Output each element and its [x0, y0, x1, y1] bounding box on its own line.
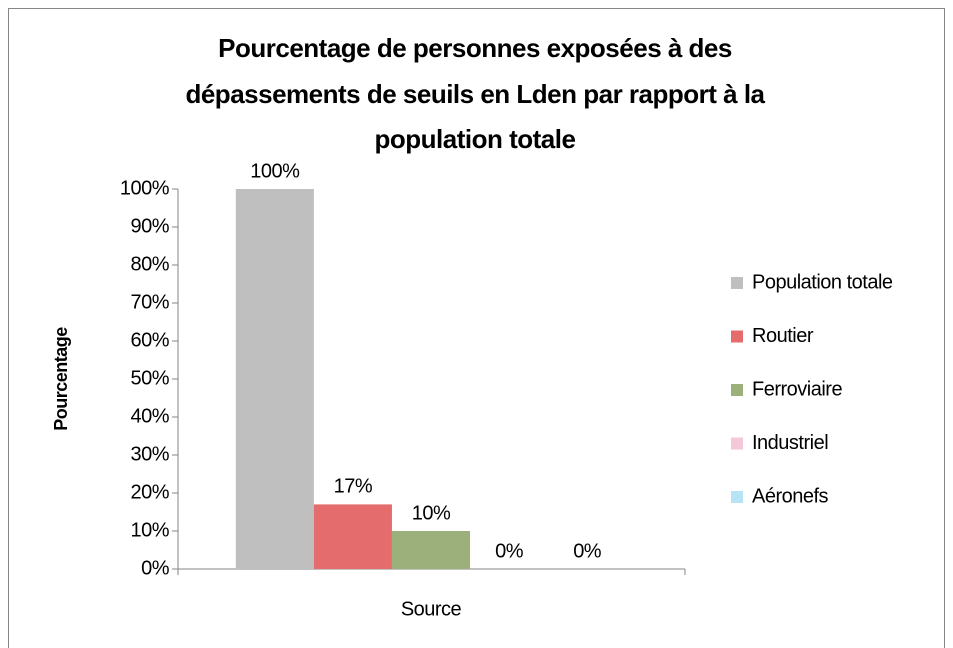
legend-label: Population totale	[752, 271, 893, 293]
y-tick-label: 60%	[130, 329, 169, 351]
y-tick-label: 70%	[130, 291, 169, 313]
data-label: 0%	[573, 540, 602, 562]
legend-swatch	[731, 384, 743, 396]
y-tick-label: 90%	[130, 215, 169, 237]
chart-title: population totale	[375, 124, 576, 154]
y-tick-label: 10%	[130, 519, 169, 541]
data-label: 10%	[412, 502, 451, 524]
chart-title: Pourcentage de personnes exposées à des	[218, 33, 732, 63]
bar	[235, 189, 314, 569]
y-tick-label: 50%	[130, 367, 169, 389]
data-label: 0%	[495, 540, 524, 562]
y-tick-label: 20%	[130, 481, 169, 503]
legend-swatch	[731, 437, 743, 450]
y-axis-title: Pourcentage	[51, 327, 71, 431]
legend-swatch	[731, 277, 743, 289]
legend-label: Ferroviaire	[752, 378, 842, 400]
y-tick-label: 40%	[130, 405, 169, 427]
data-label: 100%	[250, 160, 300, 182]
y-tick-label: 30%	[130, 443, 169, 465]
legend-swatch	[731, 330, 743, 343]
chart-border	[8, 8, 945, 648]
bar	[313, 504, 392, 569]
x-axis-title: Source	[401, 598, 462, 620]
legend-label: Industriel	[752, 432, 828, 454]
data-label: 17%	[334, 476, 373, 498]
bar	[391, 531, 471, 569]
legend-swatch	[731, 491, 743, 503]
legend-label: Aéronefs	[752, 485, 829, 507]
y-tick-label: 100%	[120, 177, 170, 199]
chart-title: dépassements de seuils en Lden par rappo…	[185, 79, 765, 109]
legend-label: Routier	[752, 325, 814, 347]
y-tick-label: 80%	[130, 253, 169, 275]
y-tick-label: 0%	[141, 557, 170, 579]
